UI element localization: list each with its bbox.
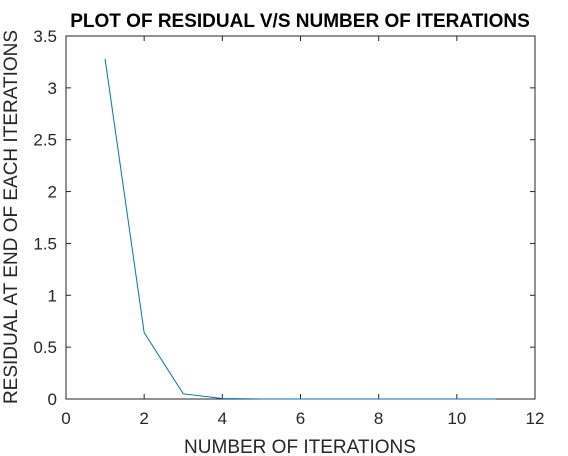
x-tick-label: 0 bbox=[61, 409, 70, 428]
y-tick-label: 1.5 bbox=[33, 234, 57, 253]
y-tick-label: 0.5 bbox=[33, 338, 57, 357]
x-tick-label: 12 bbox=[526, 409, 545, 428]
chart-title: PLOT OF RESIDUAL V/S NUMBER OF ITERATION… bbox=[70, 11, 530, 32]
y-tick-label: 3 bbox=[48, 79, 57, 98]
x-tick-label: 8 bbox=[374, 409, 383, 428]
y-tick-label: 1 bbox=[48, 286, 57, 305]
x-axis-label: NUMBER OF ITERATIONS bbox=[184, 437, 416, 456]
y-tick-label: 2.5 bbox=[33, 131, 57, 150]
x-tick-label: 2 bbox=[139, 409, 148, 428]
y-tick-label: 0 bbox=[48, 390, 57, 409]
x-tick-label: 4 bbox=[218, 409, 227, 428]
x-tick-label: 6 bbox=[296, 409, 305, 428]
y-tick-label: 3.5 bbox=[33, 27, 57, 46]
plot-area bbox=[66, 36, 535, 399]
y-tick-label: 2 bbox=[48, 183, 57, 202]
y-axis-label: RESIDUAL AT END OF EACH ITERATIONS bbox=[1, 30, 22, 404]
x-tick-label: 10 bbox=[447, 409, 466, 428]
